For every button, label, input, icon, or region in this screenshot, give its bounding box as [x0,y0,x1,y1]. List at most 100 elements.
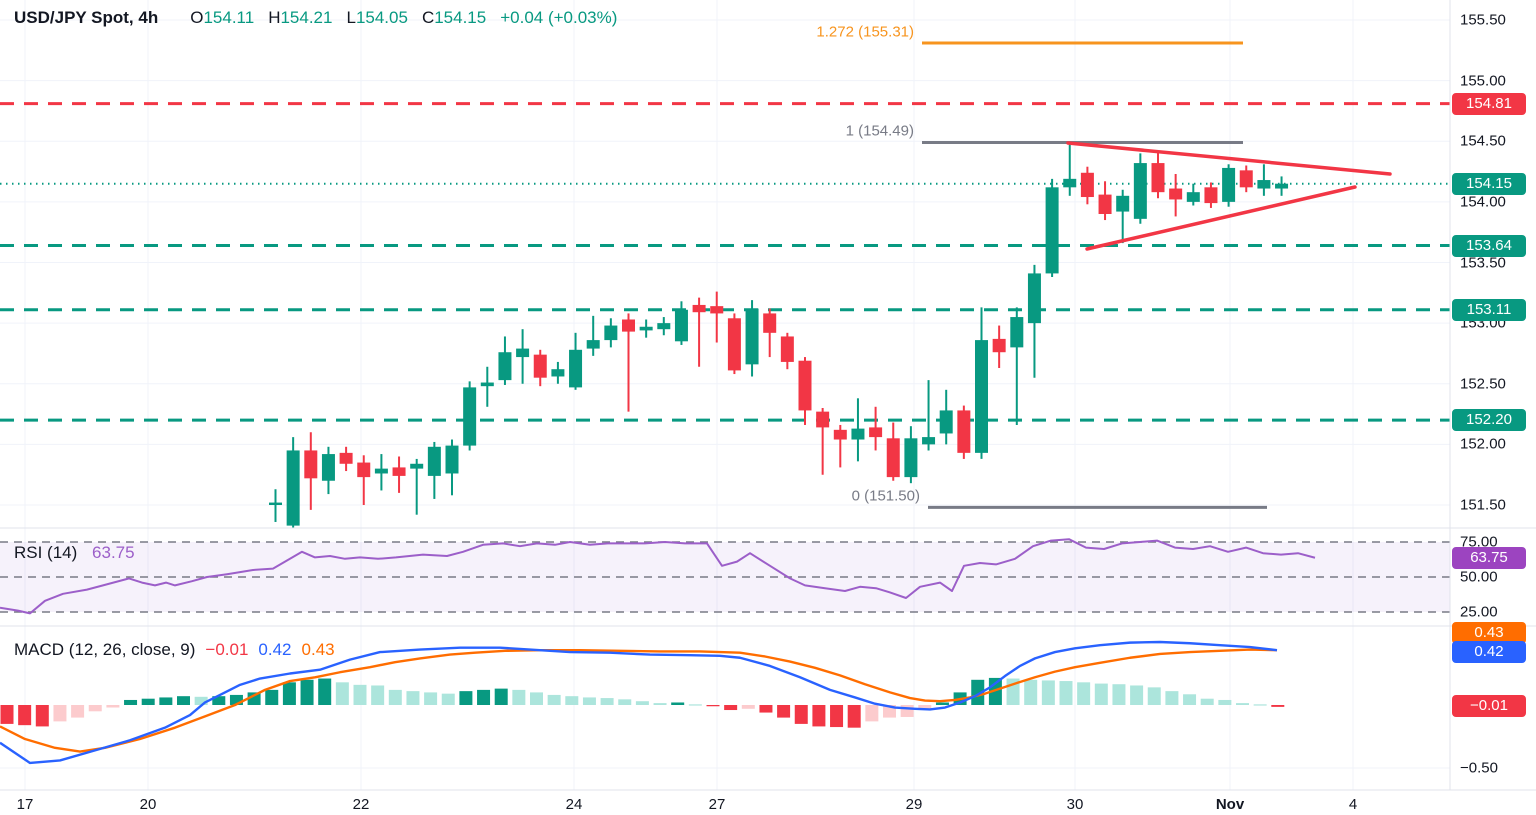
macd-histogram-bar [388,689,402,705]
macd-histogram-bar [759,705,773,713]
ohlc-label: C [421,8,435,27]
macd-histogram-bar [671,702,685,705]
candle-body [516,348,530,358]
price-tick[interactable]: 153.50 [1460,254,1506,271]
macd-histogram-bar [812,705,826,727]
macd-histogram-bar [724,705,738,711]
macd-histogram-bar [794,705,808,724]
current-price-badge[interactable]: 154.15 [1452,172,1526,195]
macd-histogram-bar [1253,704,1267,706]
macd-histogram-bar [53,705,67,722]
symbol-title[interactable]: USD/JPY Spot, 4h [14,8,159,27]
time-tick[interactable]: 29 [905,796,923,813]
macd-histogram-bar [935,702,949,705]
candle-body [269,502,282,505]
candle-body [1204,187,1218,204]
candle-body [1027,273,1041,324]
macd-histogram-bar [865,705,879,722]
macd-histogram-bar [1165,691,1179,705]
candle-body [745,308,759,365]
macd-header-value: −0.01 [205,640,249,659]
fib-label[interactable]: 1.272 (155.31) [816,23,914,41]
macd-value-badge[interactable]: 0.43 [1452,622,1526,645]
macd-histogram-bar [459,691,473,705]
candle-body [1098,194,1112,214]
ohlc-label: H [268,8,281,27]
macd-histogram-bar [565,696,579,705]
support-price-badge-3[interactable]: 152.20 [1452,409,1526,432]
candle-body [975,340,988,453]
pennant-trendline[interactable] [1066,141,1392,176]
macd-histogram-bar [706,705,720,707]
macd-histogram-bar [741,705,755,709]
time-tick[interactable]: 24 [565,796,583,813]
macd-histogram-bar [600,698,614,705]
pennant-trendline[interactable] [1085,185,1357,251]
candlestick-series[interactable] [269,142,1289,531]
support-price-badge-1[interactable]: 153.64 [1452,234,1526,257]
macd-line[interactable] [0,640,1278,765]
macd-histogram-bar [441,693,455,705]
candle-body [1257,180,1271,189]
candle-body [1080,172,1094,198]
price-tick[interactable]: 151.50 [1460,496,1506,514]
rsi-tick[interactable]: 75.00 [1460,533,1498,551]
macd-tick[interactable]: −0.50 [1460,759,1498,777]
candle-body [851,428,865,440]
candle-body [780,336,794,362]
rsi-tick[interactable]: 25.00 [1460,603,1498,621]
time-tick[interactable]: 22 [352,796,370,813]
macd-histogram-bar [618,699,632,705]
candle-body [286,450,300,526]
rsi-value-badge[interactable]: 63.75 [1452,546,1526,569]
ohlc-value: 154.15 [434,8,487,27]
time-tick[interactable]: 20 [139,796,157,813]
candle-body [392,467,406,476]
fib-label[interactable]: 1 (154.49) [845,122,914,140]
macd-value-badge[interactable]: −0.01 [1452,695,1526,718]
time-tick[interactable]: 30 [1066,796,1084,813]
price-tick[interactable]: 154.00 [1460,193,1506,211]
resistance-price-badge[interactable]: 154.81 [1452,92,1526,115]
candle-body [1275,183,1289,189]
price-tick[interactable]: 152.00 [1460,435,1506,453]
macd-histogram-bar [124,699,138,705]
candle-body [1151,163,1165,193]
rsi-pane-label[interactable]: RSI (14) 63.75 [14,543,135,563]
candle-body [321,454,335,481]
price-tick[interactable]: 154.50 [1460,132,1506,150]
price-tick[interactable]: 155.00 [1460,72,1506,90]
macd-label: MACD (12, 26, close, 9) [14,640,196,659]
macd-histogram-bar [530,692,543,705]
macd-histogram-bar [424,692,438,705]
time-tick[interactable]: Nov [1215,796,1245,813]
macd-histogram-bar [371,685,385,705]
macd-values: −0.01 0.42 0.43 [195,640,334,659]
macd-histogram-bar [212,696,226,705]
macd-histogram-bar [88,705,102,712]
macd-histogram-bar [0,705,14,724]
support-price-badge-2[interactable]: 153.11 [1452,298,1526,321]
price-tick[interactable]: 152.50 [1460,375,1506,393]
macd-signal-line[interactable] [0,648,1278,753]
candle-body [445,445,459,474]
time-tick[interactable]: 4 [1348,796,1358,813]
time-tick[interactable]: 17 [16,796,34,813]
macd-pane-label[interactable]: MACD (12, 26, close, 9) −0.01 0.42 0.43 [14,640,335,660]
macd-histogram-bar [1094,683,1108,705]
macd-histogram-bar [688,704,702,706]
time-tick[interactable]: 27 [708,796,726,813]
rsi-tick[interactable]: 50.00 [1460,568,1498,586]
macd-value-badge[interactable]: 0.42 [1452,641,1526,664]
price-tick[interactable]: 155.50 [1460,11,1506,29]
macd-histogram-bar [1112,684,1126,705]
candle-body [639,326,653,331]
macd-histogram-bar [1218,699,1232,705]
fib-label[interactable]: 0 (151.50) [851,487,920,505]
rsi-line[interactable] [0,538,1316,615]
macd-histogram-bar [494,688,508,705]
candle-body [569,349,583,388]
candle-body [498,352,512,381]
